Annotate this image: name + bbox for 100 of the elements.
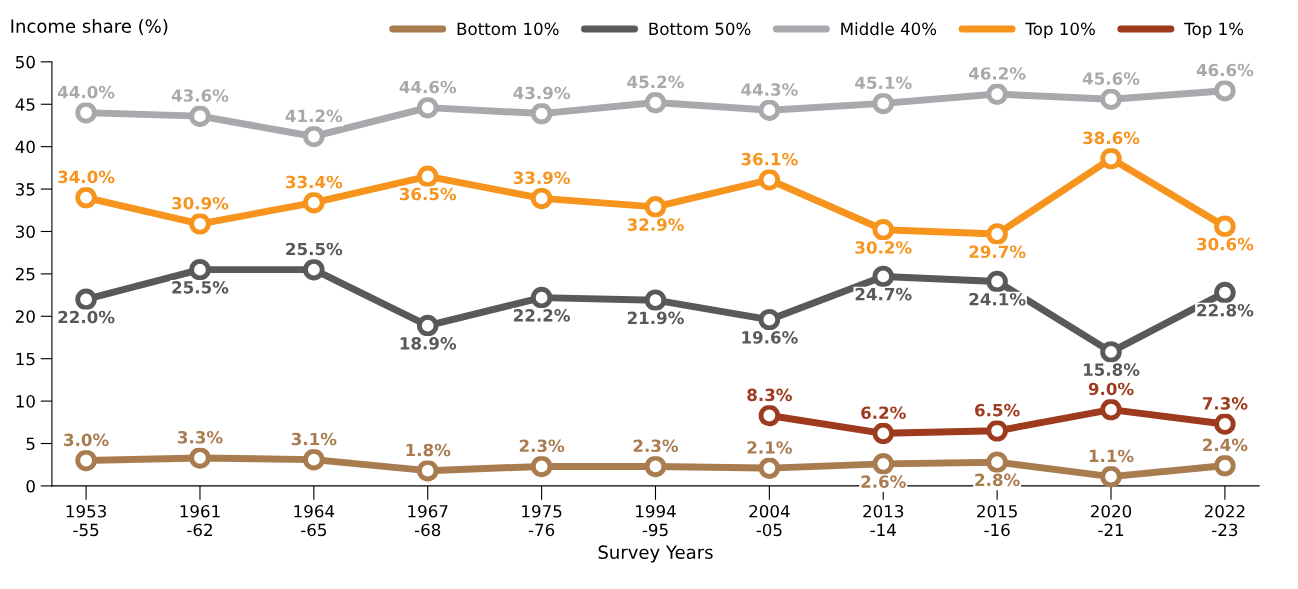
data-label: 33.9% bbox=[513, 171, 570, 185]
x-tick-label: 2013 -14 bbox=[863, 504, 904, 536]
data-label: 32.9% bbox=[627, 218, 684, 231]
point bbox=[75, 186, 97, 209]
data-label: 33.4% bbox=[286, 175, 343, 189]
data-label: 6.5% bbox=[975, 403, 1020, 417]
data-label: 3.1% bbox=[291, 432, 337, 446]
data-label: 22.2% bbox=[514, 309, 570, 322]
point bbox=[530, 286, 553, 309]
y-tick-label: 50 bbox=[16, 55, 35, 69]
data-label: 25.5% bbox=[172, 281, 229, 294]
point bbox=[986, 420, 1008, 442]
point bbox=[416, 96, 439, 119]
data-label: 15.8% bbox=[1083, 363, 1140, 376]
data-label: 30.6% bbox=[1197, 237, 1254, 251]
point bbox=[644, 455, 667, 478]
data-label: 1.8% bbox=[406, 443, 451, 457]
data-label: 44.6% bbox=[399, 80, 457, 94]
point bbox=[416, 459, 439, 482]
data-label: 41.2% bbox=[285, 109, 343, 123]
data-label: 8.3% bbox=[747, 388, 792, 402]
point bbox=[644, 196, 667, 218]
y-tick-label: 40 bbox=[15, 140, 35, 154]
y-tick-label: 30 bbox=[16, 225, 35, 239]
point bbox=[872, 265, 895, 288]
x-tick-label: 2015 -16 bbox=[977, 504, 1017, 537]
y-tick-label: 5 bbox=[26, 437, 35, 451]
point bbox=[758, 99, 781, 121]
data-label: 30.9% bbox=[172, 196, 229, 210]
y-tick-label: 15 bbox=[16, 352, 35, 366]
legend-label: Top 1% bbox=[1184, 22, 1244, 39]
data-label: 2.1% bbox=[747, 441, 792, 454]
data-label: 1.1% bbox=[1089, 449, 1134, 463]
point bbox=[189, 213, 211, 235]
y-axis-title: Income share (%) bbox=[11, 18, 168, 36]
y-tick-label: 10 bbox=[16, 395, 35, 408]
data-label: 22.0% bbox=[58, 310, 115, 324]
point bbox=[530, 102, 553, 125]
point bbox=[189, 105, 211, 127]
data-label: 46.6% bbox=[1196, 63, 1254, 77]
point bbox=[644, 289, 667, 311]
point bbox=[986, 223, 1008, 245]
point bbox=[303, 125, 325, 148]
data-label: 22.8% bbox=[1197, 303, 1254, 317]
y-tick-label: 45 bbox=[15, 98, 35, 111]
data-label: 9.0% bbox=[1088, 382, 1134, 396]
data-label: 45.6% bbox=[1082, 72, 1140, 85]
data-label: 18.9% bbox=[400, 337, 457, 350]
data-label: 38.6% bbox=[1083, 131, 1140, 145]
data-label: 29.7% bbox=[969, 245, 1026, 259]
data-label: 36.1% bbox=[741, 152, 798, 166]
data-label: 24.1% bbox=[969, 292, 1026, 306]
x-tick-label: 2022 -23 bbox=[1204, 504, 1245, 537]
data-label: 34.0% bbox=[58, 170, 115, 184]
point bbox=[416, 165, 439, 188]
data-label: 2.6% bbox=[861, 475, 906, 488]
point bbox=[1214, 79, 1236, 102]
data-label: 46.2% bbox=[968, 67, 1026, 80]
data-label: 36.5% bbox=[399, 187, 457, 201]
point bbox=[986, 270, 1008, 293]
data-label: 24.7% bbox=[855, 287, 912, 301]
legend-label: Bottom 50% bbox=[649, 22, 751, 36]
point bbox=[303, 448, 325, 471]
point bbox=[303, 191, 325, 214]
point bbox=[1214, 215, 1236, 238]
point bbox=[1100, 147, 1122, 170]
data-label: 3.3% bbox=[177, 430, 223, 444]
x-tick-label: 1994 -95 bbox=[636, 504, 676, 537]
data-label: 44.3% bbox=[741, 83, 798, 96]
x-tick-label: 1953 -55 bbox=[66, 504, 106, 537]
y-tick-label: 0 bbox=[26, 479, 35, 493]
point bbox=[530, 455, 553, 478]
legend-label: Top 10% bbox=[1025, 22, 1095, 39]
point bbox=[872, 219, 895, 241]
data-label: 45.2% bbox=[627, 75, 684, 89]
point bbox=[1100, 88, 1122, 110]
point bbox=[986, 83, 1008, 105]
x-tick-label: 1975 -76 bbox=[522, 504, 562, 537]
y-tick-label: 35 bbox=[16, 183, 35, 196]
data-label: 2.8% bbox=[975, 473, 1020, 487]
point bbox=[1214, 454, 1236, 477]
point bbox=[1214, 413, 1236, 435]
data-label: 2.4% bbox=[1203, 438, 1248, 452]
data-label: 44.0% bbox=[57, 85, 115, 99]
x-axis-title: Survey Years bbox=[598, 545, 713, 563]
point bbox=[75, 288, 97, 311]
point bbox=[1100, 398, 1122, 421]
data-label: 6.2% bbox=[861, 406, 906, 419]
data-label: 30.2% bbox=[855, 241, 912, 254]
point bbox=[758, 457, 781, 479]
point bbox=[530, 187, 553, 210]
point bbox=[986, 451, 1008, 473]
data-label: 7.3% bbox=[1202, 397, 1248, 410]
point bbox=[189, 258, 211, 281]
data-label: 43.6% bbox=[171, 89, 229, 102]
point bbox=[872, 92, 895, 115]
data-label: 2.3% bbox=[633, 439, 679, 453]
data-label: 2.3% bbox=[519, 439, 565, 453]
legend-label: Middle 40% bbox=[841, 22, 937, 36]
data-label: 45.1% bbox=[855, 76, 912, 90]
